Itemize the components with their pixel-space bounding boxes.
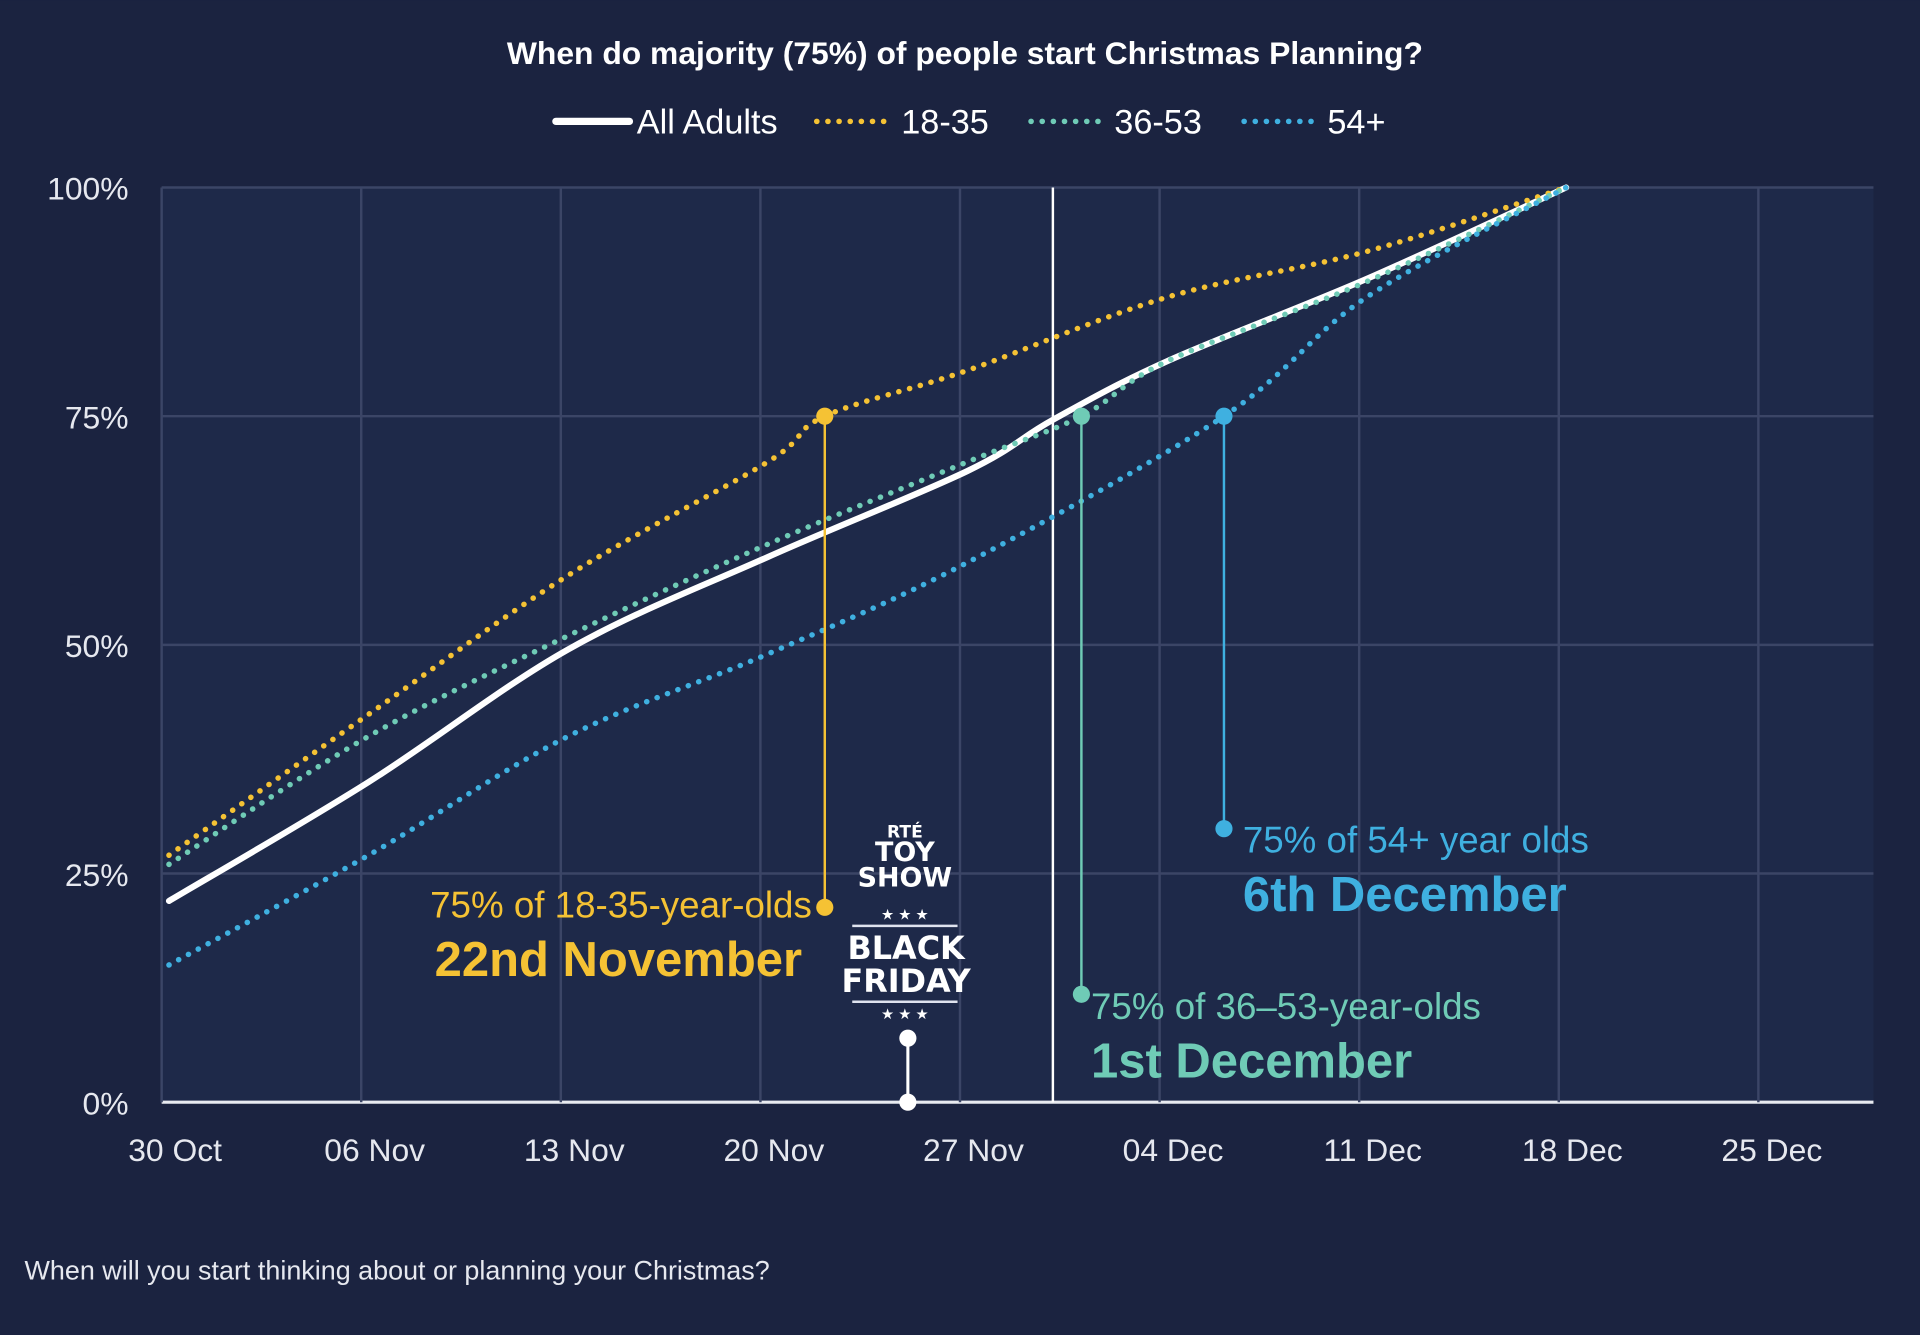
annotation-anchor-dot	[1215, 820, 1233, 838]
annotation-date: 1st December	[1091, 1035, 1412, 1089]
y-axis: 0% 25% 50% 75% 100%	[47, 171, 128, 1122]
black-friday-line2: FRIDAY	[842, 962, 972, 1000]
annotation-anchor-dot	[1072, 985, 1090, 1003]
x-tick-label: 30 Oct	[128, 1132, 222, 1168]
series-line-all-adults	[165, 184, 1570, 905]
stars-icon: ★ ★ ★	[881, 1007, 929, 1023]
y-tick-label: 0%	[83, 1085, 129, 1121]
annotation-label: 75% of 18-35-year-olds	[430, 884, 812, 925]
annotation-point	[1072, 407, 1090, 425]
footer-question: When will you start thinking about or pl…	[24, 1256, 769, 1286]
legend-label-all-adults: All Adults	[637, 104, 778, 142]
legend: All Adults 18-35 36-53 54+	[552, 104, 1385, 142]
x-tick-label: 27 Nov	[923, 1132, 1024, 1168]
annotation-point	[1215, 407, 1233, 425]
black-friday-marker: RTÉ TOY SHOW ★ ★ ★ BLACK FRIDAY ★ ★ ★	[842, 821, 972, 1111]
legend-label-54-plus: 54+	[1327, 104, 1385, 142]
y-tick-label: 50%	[65, 628, 129, 664]
chart-title: When do majority (75%) of people start C…	[507, 35, 1423, 71]
stars-icon: ★ ★ ★	[881, 908, 929, 924]
x-axis: 30 Oct 06 Nov 13 Nov 20 Nov 27 Nov 04 Dec 11 D…	[128, 1132, 1822, 1168]
annotation-date: 22nd November	[435, 933, 802, 987]
y-tick-label: 100%	[47, 171, 128, 207]
black-friday-line1: BLACK	[848, 929, 967, 967]
annotations: 75% of 18-35-year-olds 22nd November 75% o…	[430, 407, 1589, 1089]
toy-show-logo-toy: TOY	[875, 837, 935, 868]
event-dot	[899, 1029, 917, 1047]
y-tick-label: 25%	[65, 857, 129, 893]
x-tick-label: 20 Nov	[723, 1132, 824, 1168]
annotation-anchor-dot	[816, 898, 834, 916]
annotation-point	[816, 407, 834, 425]
rte-logo-text: RTÉ	[887, 821, 923, 843]
x-tick-label: 25 Dec	[1721, 1132, 1822, 1168]
legend-label-18-35: 18-35	[901, 104, 989, 142]
event-base-dot	[899, 1093, 917, 1111]
annotation-date: 6th December	[1243, 868, 1567, 922]
annotation-label: 75% of 36–53-year-olds	[1091, 986, 1481, 1027]
legend-label-36-53: 36-53	[1114, 104, 1202, 142]
grid	[160, 186, 1874, 1104]
x-tick-label: 11 Dec	[1323, 1132, 1422, 1168]
annotation-label: 75% of 54+ year olds	[1243, 819, 1589, 860]
y-tick-label: 75%	[65, 399, 129, 435]
x-tick-label: 18 Dec	[1522, 1132, 1623, 1168]
x-tick-label: 06 Nov	[324, 1132, 425, 1168]
toy-show-logo-show: SHOW	[858, 863, 953, 894]
x-tick-label: 13 Nov	[524, 1132, 625, 1168]
series-line-36-53	[166, 184, 1569, 868]
x-tick-label: 04 Dec	[1123, 1132, 1224, 1168]
